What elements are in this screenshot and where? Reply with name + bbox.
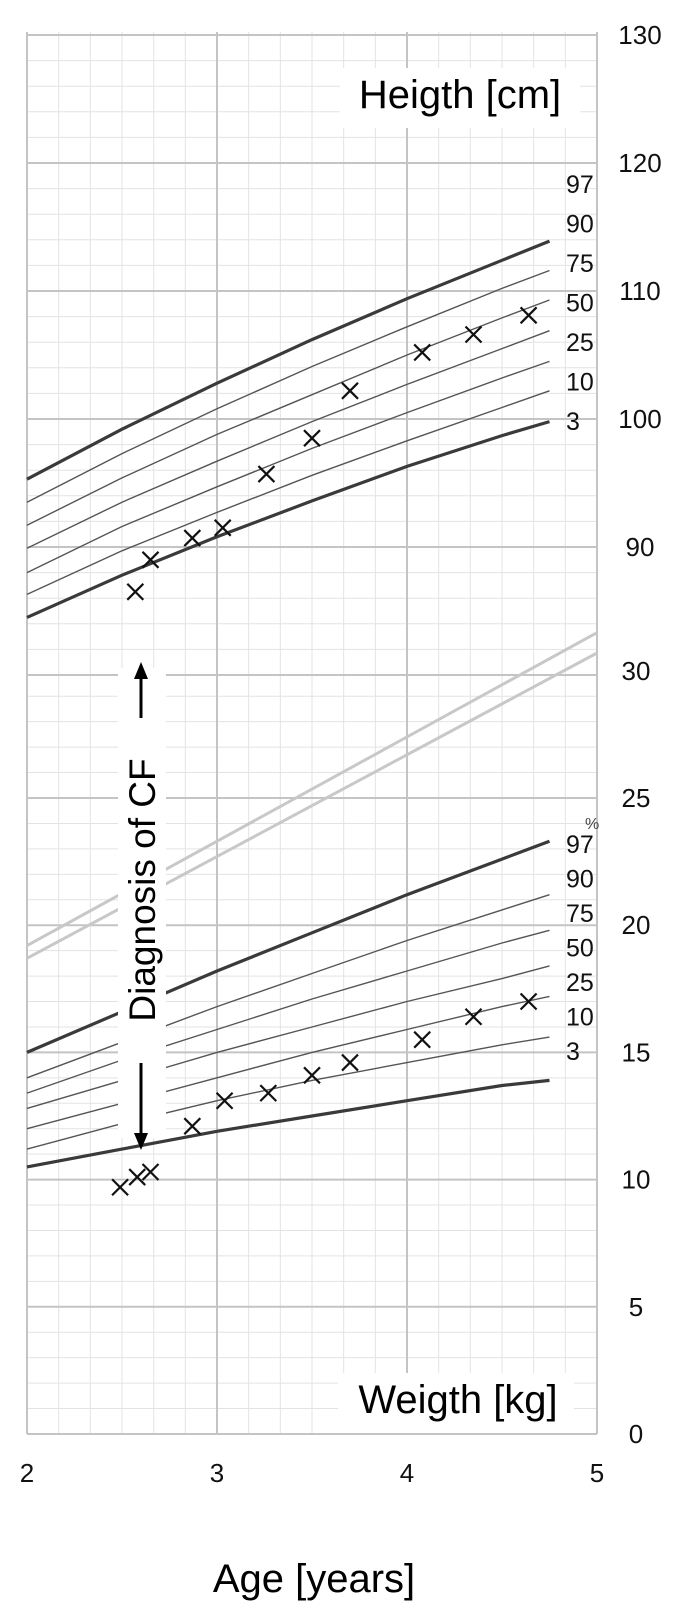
x-axis-title: Age [years] (213, 1557, 415, 1601)
weight-tick-label: 25 (622, 783, 651, 813)
height-tick-label: 120 (618, 148, 661, 178)
weight-percentile-3-curve (26, 1078, 550, 1169)
weight-measurement-point (303, 1066, 321, 1085)
height-percentile-3-curve (26, 420, 550, 619)
height-percentile-label: 75 (566, 250, 594, 278)
weight-tick-label: 30 (622, 656, 651, 686)
height-percentile-10-curve (26, 390, 550, 596)
height-measurement-point (126, 583, 145, 601)
height-percentile-label: 25 (566, 329, 594, 357)
height-measurement-point (341, 382, 359, 400)
weight-measurement-point (215, 1091, 234, 1110)
height-tick-label: 110 (619, 276, 660, 306)
x-tick-label: 3 (210, 1458, 224, 1488)
weight-measurement-point (464, 1008, 483, 1026)
weight-tick-label: 5 (629, 1292, 643, 1322)
x-tick-label: 4 (400, 1458, 414, 1488)
weight-tick-label: 10 (622, 1165, 651, 1195)
height-percentile-label: 90 (566, 211, 594, 239)
weight-measurement-point (413, 1030, 431, 1049)
weight-tick-label: 0 (629, 1419, 643, 1449)
weight-measurement-point (341, 1053, 359, 1072)
cf-diagnosis-annotation: Diagnosis of CF (118, 662, 166, 1150)
height-measurement-point (141, 551, 160, 569)
weight-tick-label: 20 (622, 910, 651, 940)
weight-measurement-point (259, 1084, 278, 1102)
x-tick-label: 2 (20, 1458, 34, 1488)
weight-percentile-label: 97 (566, 831, 594, 859)
height-measurement-point (519, 306, 538, 325)
height-tick-label: 130 (618, 20, 661, 50)
percent-unit-mark: % (585, 816, 599, 833)
height-panel-title: Heigth [cm] (359, 73, 561, 117)
height-percentile-90-curve (26, 269, 550, 503)
height-measurement-point (464, 325, 483, 344)
cf-diagnosis-label: Diagnosis of CF (122, 758, 163, 1021)
weight-measurement-point (183, 1117, 202, 1135)
height-percentile-label: 50 (566, 290, 594, 318)
weight-measurement-point (111, 1178, 129, 1197)
height-percentile-97-curve (26, 239, 551, 481)
weight-percentile-label: 3 (566, 1038, 580, 1066)
height-percentile-label: 3 (566, 408, 580, 436)
height-percentile-label: 97 (566, 171, 594, 199)
height-tick-label: 100 (618, 404, 661, 434)
height-measurement-point (257, 465, 276, 483)
weight-percentile-label: 50 (566, 935, 594, 963)
measurement-markers (111, 306, 538, 1197)
height-tick-label: 90 (626, 532, 655, 562)
height-measurement-point (183, 529, 202, 547)
x-tick-label: 5 (590, 1458, 604, 1488)
weight-measurement-point (128, 1168, 146, 1186)
weight-percentile-label: 25 (566, 969, 594, 997)
height-measurement-point (413, 343, 431, 362)
weight-percentile-label: 10 (566, 1004, 594, 1032)
weight-measurement-point (519, 992, 538, 1011)
weight-tick-label: 15 (622, 1037, 651, 1067)
height-percentile-75-curve (26, 299, 550, 526)
weight-measurement-point (141, 1163, 160, 1181)
weight-percentile-label: 90 (566, 866, 594, 894)
height-percentile-25-curve (26, 360, 550, 574)
weight-percentile-label: 75 (566, 900, 594, 928)
height-percentile-label: 10 (566, 369, 594, 397)
weight-panel-title: Weigth [kg] (358, 1378, 557, 1422)
height-measurement-point (303, 429, 321, 447)
height-percentile-50-curve (26, 330, 550, 549)
height-measurement-point (213, 519, 232, 537)
